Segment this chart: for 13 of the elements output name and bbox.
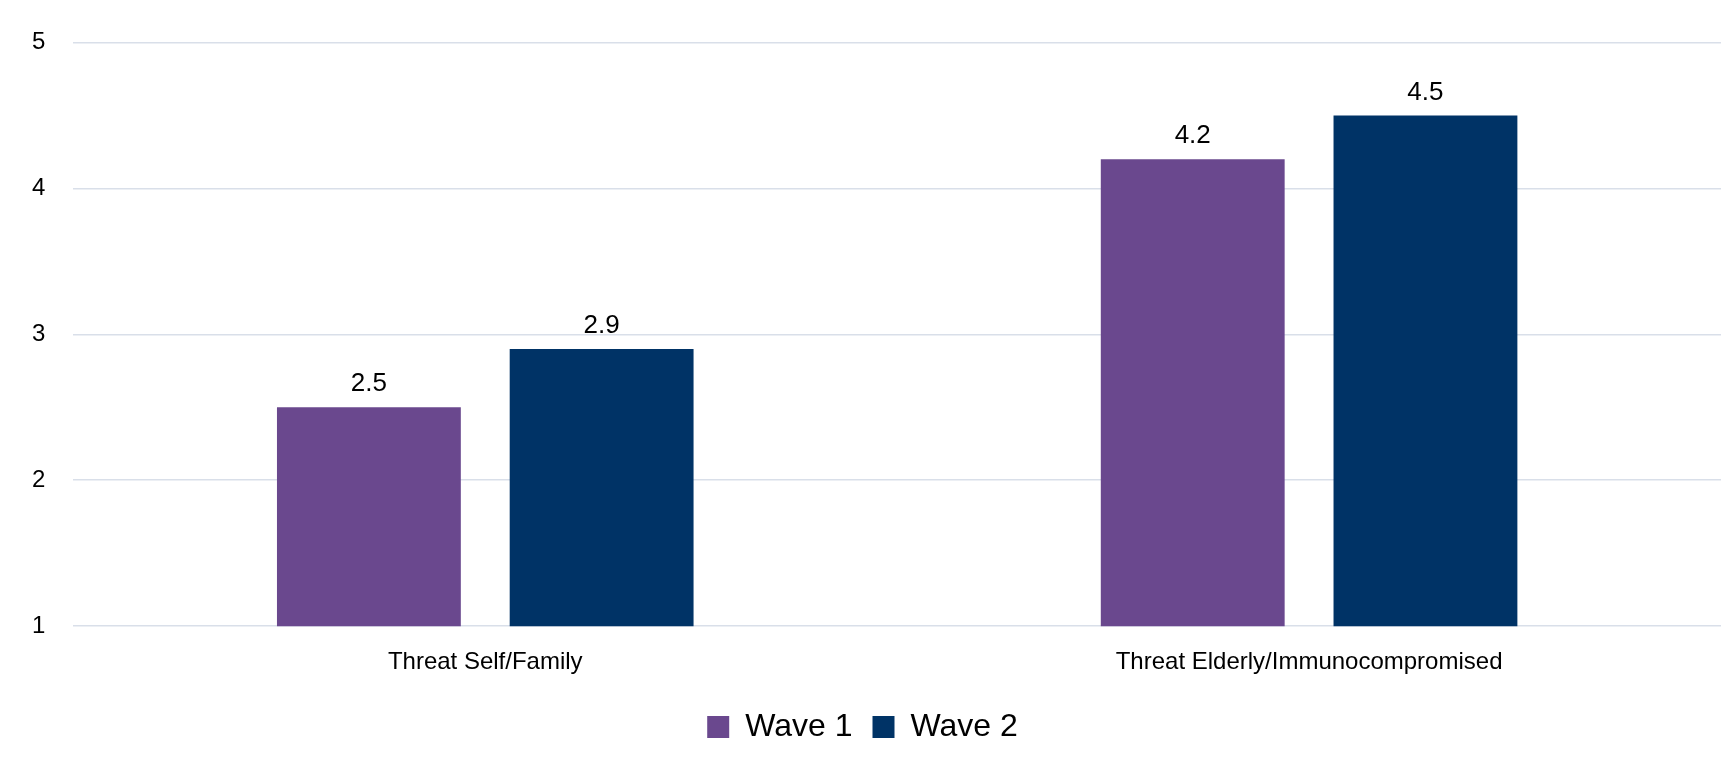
- y-tick-label: 2: [31, 464, 46, 492]
- legend-label: Wave 2: [910, 706, 1018, 743]
- y-tick-label: 1: [31, 610, 46, 638]
- data-label: 2.9: [583, 309, 620, 340]
- data-label: 2.5: [350, 367, 387, 398]
- data-label: 4.2: [1174, 119, 1211, 150]
- x-tick-label: Threat Self/Family: [387, 647, 583, 675]
- y-tick-label: 3: [31, 318, 46, 346]
- y-tick-label: 5: [31, 27, 46, 55]
- y-tick-label: 4: [31, 172, 46, 200]
- x-tick-label: Threat Elderly/Immunocompromised: [1115, 647, 1503, 675]
- legend-label: Wave 1: [745, 706, 853, 743]
- data-label: 4.5: [1407, 75, 1444, 106]
